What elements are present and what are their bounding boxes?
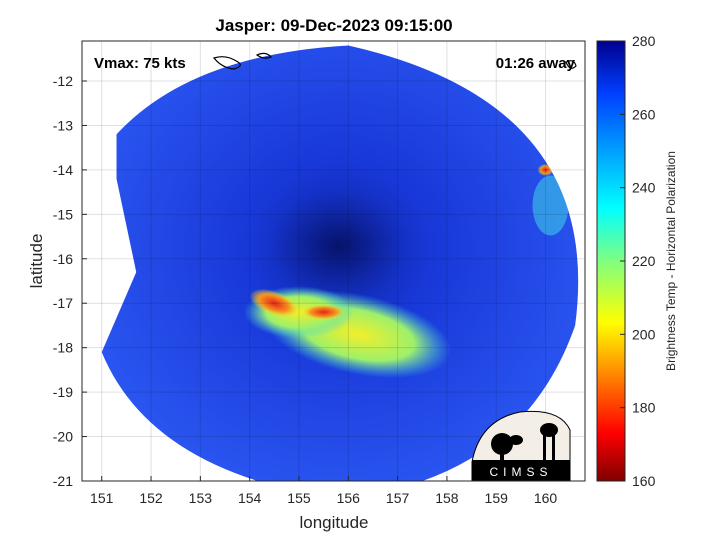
x-tick-label: 156 — [337, 490, 361, 506]
swath-features — [243, 163, 569, 379]
colorbar-label: Brightness Temp - Horizontal Polarizatio… — [664, 151, 678, 371]
coldest-region-east — [301, 304, 346, 321]
logo-text: CIMSS — [489, 465, 552, 479]
vmax-annotation: Vmax: 75 kts — [94, 55, 186, 72]
y-tick-label: -16 — [53, 251, 73, 267]
coastline — [565, 60, 577, 69]
y-tick-label: -13 — [53, 117, 73, 133]
x-axis-label: longitude — [299, 513, 368, 532]
x-tick-label: 155 — [287, 490, 311, 506]
y-tick-label: -19 — [53, 384, 73, 400]
y-tick-label: -12 — [53, 73, 73, 89]
colorbar-tick-label: 160 — [632, 473, 656, 489]
colorbar-tick-label: 240 — [632, 180, 656, 196]
east-band — [532, 175, 569, 236]
x-tick-label: 160 — [534, 490, 558, 506]
eye-region — [268, 190, 409, 301]
x-tick-label: 154 — [238, 490, 262, 506]
colorbar-tick-label: 220 — [632, 253, 656, 269]
time-away-annotation: 01:26 away — [496, 55, 576, 72]
x-tick-label: 151 — [90, 490, 114, 506]
chart-title: Jasper: 09-Dec-2023 09:15:00 — [215, 16, 452, 35]
y-tick-label: -21 — [53, 473, 73, 489]
coastline — [212, 56, 241, 70]
y-tick-label: -18 — [53, 340, 73, 356]
y-tick-label: -20 — [53, 429, 73, 445]
y-axis-label: latitude — [27, 234, 46, 289]
x-tick-label: 153 — [189, 490, 213, 506]
colorbar-tick-label: 280 — [632, 33, 656, 49]
cimss-logo: CIMSS — [471, 410, 571, 481]
colorbar-tick-label: 180 — [632, 400, 656, 416]
y-tick-label: -14 — [53, 162, 73, 178]
colorbar-tick-label: 260 — [632, 106, 656, 122]
x-tick-label: 152 — [139, 490, 163, 506]
colorbar-tick-label: 200 — [632, 326, 656, 342]
coastline — [255, 52, 272, 59]
x-tick-label: 158 — [435, 490, 459, 506]
axes-frame — [81, 40, 586, 482]
x-tick-label: 159 — [485, 490, 509, 506]
coldest-region — [249, 288, 300, 318]
x-tick-label: 157 — [386, 490, 410, 506]
y-tick-label: -17 — [53, 295, 73, 311]
y-tick-label: -15 — [53, 206, 73, 222]
